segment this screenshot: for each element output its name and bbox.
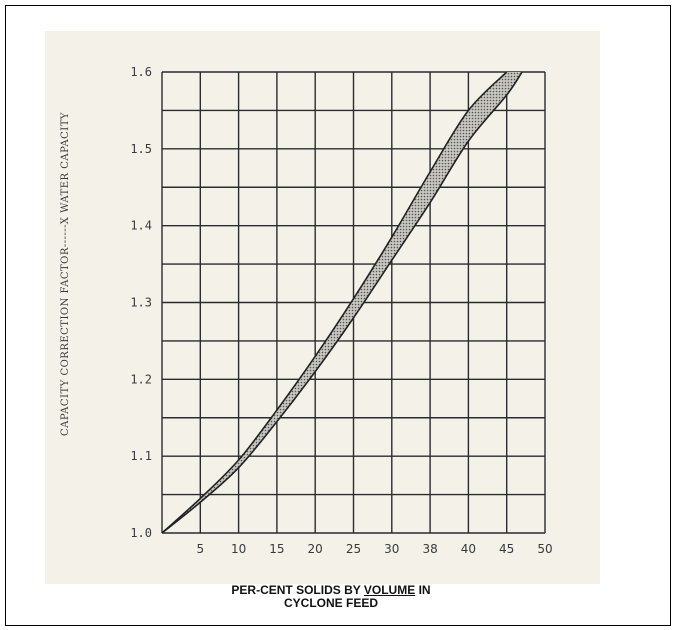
y-tick-label: 1.1 — [130, 449, 152, 463]
x-tick-label: 30 — [384, 542, 399, 556]
y-tick-label: 1.5 — [130, 142, 152, 156]
band-fill — [162, 72, 523, 533]
x-axis-label-part: PER-CENT SOLIDS BY — [231, 583, 364, 597]
x-axis-label-line-2: CYCLONE FEED — [283, 596, 378, 610]
x-axis-label-part: IN — [415, 583, 431, 597]
capacity-band — [161, 71, 523, 534]
x-axis-ticks: 5 10 15 20 25 30 38 40 45 50 — [196, 542, 552, 556]
y-axis-ticks: 1.0 1.1 1.2 1.3 1.4 1.5 1.6 — [130, 65, 152, 540]
grid — [161, 71, 546, 534]
x-tick-label: 10 — [231, 542, 246, 556]
band-lower-curve — [161, 71, 523, 534]
x-tick-label: 15 — [269, 542, 284, 556]
x-tick-label: 45 — [499, 542, 514, 556]
x-tick-label: 5 — [196, 542, 204, 556]
x-axis-label-line-1: PER-CENT SOLIDS BY VOLUME IN — [6, 584, 656, 597]
x-tick-label: 50 — [537, 542, 552, 556]
y-tick-label: 1.4 — [130, 219, 152, 233]
x-axis-label: PER-CENT SOLIDS BY VOLUME IN CYCLONE FEE… — [6, 584, 656, 610]
band-upper-curve — [161, 71, 508, 534]
x-tick-label: 40 — [461, 542, 476, 556]
y-tick-label: 1.2 — [130, 372, 152, 386]
chart-svg: 1.01.11.21.31.41.51.6 5 10 15 20 25 30 38 40 45 5… — [60, 65, 553, 556]
x-tick-label: 38 — [422, 542, 437, 556]
y-axis-label: CAPACITY CORRECTION FACTOR------X WATER … — [60, 112, 71, 436]
chart-paper — [45, 31, 600, 584]
x-axis-label-underlined: VOLUME — [363, 583, 416, 597]
x-tick-label: 20 — [308, 542, 323, 556]
x-tick-label: 25 — [346, 542, 361, 556]
y-tick-label: 1.6 — [130, 65, 152, 79]
figure-frame: 1.0 1.1 1.2 1.3 1.4 1.5 1.6 5 10 15 20 25 30 38 40 45 5… — [5, 5, 671, 626]
y-tick-label: 1.0 — [130, 526, 152, 540]
y-tick-label: 1.3 — [130, 296, 152, 310]
